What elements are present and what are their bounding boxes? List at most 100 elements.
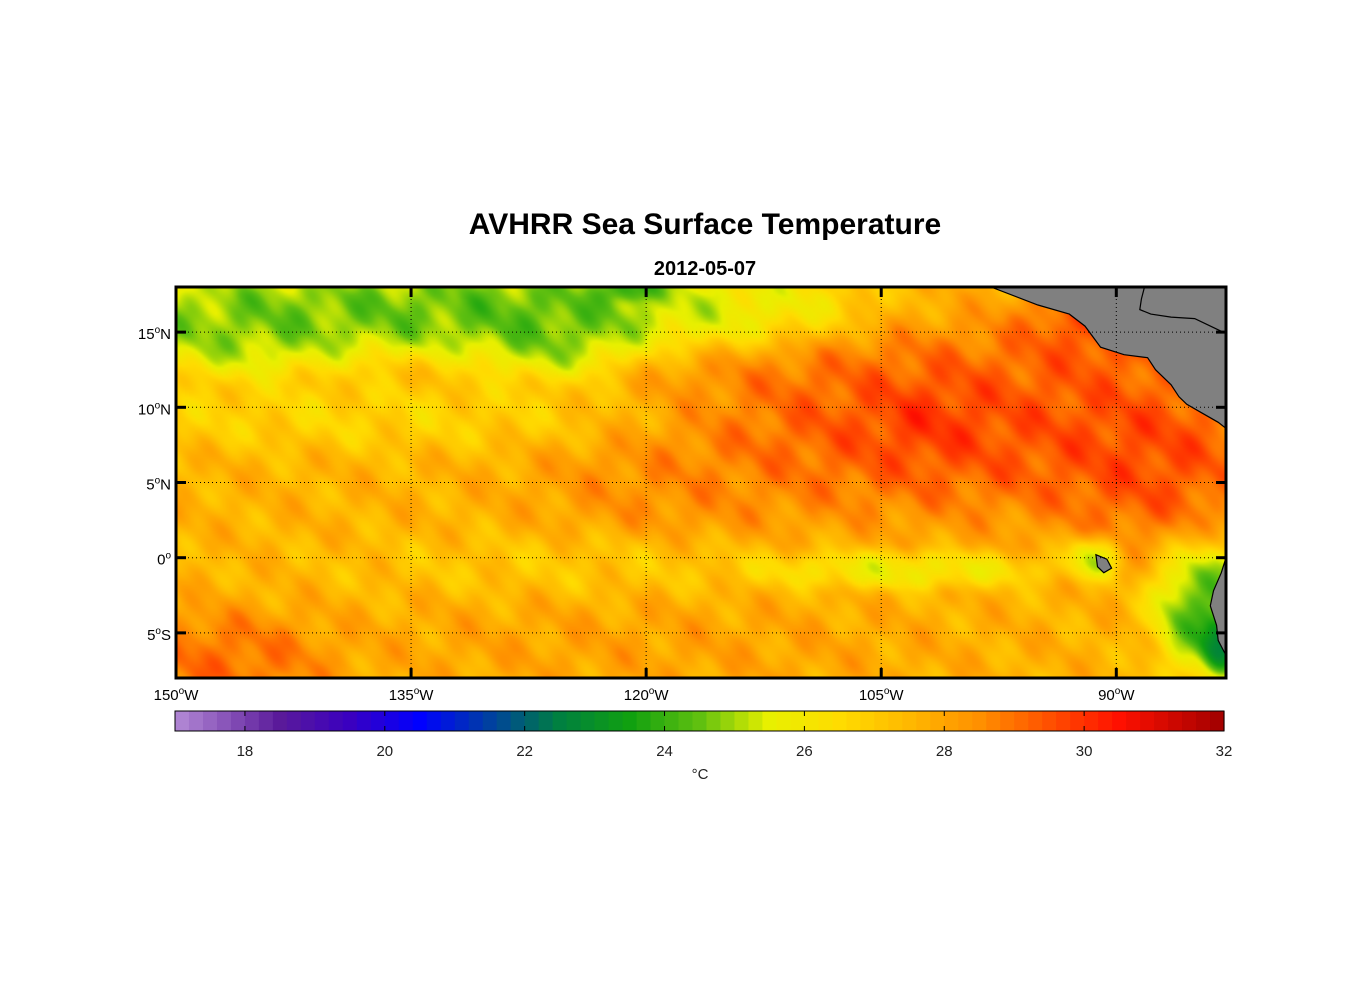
- colorbar-cell: [734, 711, 750, 731]
- colorbar-cell: [1042, 711, 1057, 731]
- degree-mark: o: [155, 325, 161, 336]
- colorbar-cell: [916, 711, 931, 731]
- lat-tick-label-hemisphere: N: [160, 326, 171, 343]
- lon-tick-label-hemisphere: W: [1120, 687, 1135, 704]
- land-mexico-central-america: [990, 287, 1226, 430]
- colorbar-cell: [1182, 711, 1197, 731]
- colorbar-cell: [454, 711, 470, 731]
- colorbar-cell: [244, 711, 260, 731]
- longitude-axis: 150oW 135oW 120oW 105oW 90oW: [154, 287, 1135, 704]
- lat-tick-label: 5oN: [146, 476, 171, 494]
- colorbar-cell: [328, 711, 344, 731]
- lon-tick-label-hemisphere: W: [889, 687, 904, 704]
- colorbar-tick-label: 24: [656, 743, 673, 760]
- map-area: 150oW 135oW 120oW 105oW 90oW 15oN10oN5oN0o5o…: [138, 285, 1228, 704]
- colorbar-cell: [1098, 711, 1113, 731]
- colorbar-frame: [174, 710, 1225, 732]
- colorbar-cell: [986, 711, 1001, 731]
- colorbar-cell: [496, 711, 512, 731]
- lat-tick-label: 0o: [157, 551, 171, 569]
- lon-tick-label-hemisphere: W: [654, 687, 669, 704]
- land-galapagos: [1095, 553, 1113, 574]
- lon-tick-label-value: 105: [859, 687, 884, 704]
- colorbar-cell: [692, 711, 708, 731]
- colorbar-cell: [538, 711, 554, 731]
- degree-mark: o: [649, 686, 655, 697]
- colorbar-cell: [202, 711, 218, 731]
- colorbar-tick-label: 28: [936, 743, 953, 760]
- land-masses: [990, 287, 1226, 656]
- colorbar-cell: [300, 711, 316, 731]
- colorbar-tick-label: 32: [1216, 743, 1233, 760]
- lon-tick-label-hemisphere: W: [419, 687, 434, 704]
- colorbar-cell: [1196, 711, 1211, 731]
- colorbar-cell: [342, 711, 358, 731]
- colorbar-cell: [258, 711, 274, 731]
- lon-tick-label: 135oW: [389, 686, 435, 704]
- colorbar-cell: [510, 711, 526, 731]
- colorbar-cell: [832, 711, 847, 731]
- colorbar-cell: [958, 711, 973, 731]
- colorbar-cell: [384, 711, 400, 731]
- colorbar-cell: [888, 711, 903, 731]
- lat-tick-label: 5oS: [147, 626, 171, 644]
- colorbar-tick-label: 26: [796, 743, 813, 760]
- colorbar-cell: [636, 711, 652, 731]
- colorbar-cell: [440, 711, 456, 731]
- lon-tick-label-value: 150: [154, 687, 179, 704]
- colorbar-cell: [580, 711, 596, 731]
- colorbar-cell: [1140, 711, 1155, 731]
- colorbar-cell: [398, 711, 414, 731]
- colorbar-cell: [748, 711, 764, 731]
- colorbar-cell: [426, 711, 442, 731]
- colorbar-cell: [286, 711, 302, 731]
- colorbar-cell: [566, 711, 582, 731]
- lat-tick-label-value: 5: [147, 627, 155, 644]
- colorbar-cell: [804, 711, 819, 731]
- colorbar-tick-label: 30: [1076, 743, 1093, 760]
- colorbar-cell: [272, 711, 288, 731]
- degree-mark: o: [165, 551, 171, 562]
- colorbar-cell: [1154, 711, 1169, 731]
- colorbar-cell: [874, 711, 889, 731]
- chart-subtitle: 2012-05-07: [654, 258, 756, 280]
- colorbar-cell: [972, 711, 987, 731]
- degree-mark: o: [179, 686, 185, 697]
- colorbar-cell: [1028, 711, 1043, 731]
- colorbar-cell: [468, 711, 484, 731]
- colorbar-cell: [930, 711, 945, 731]
- colorbar-tick-label: 20: [376, 743, 393, 760]
- colorbar-cell: [720, 711, 736, 731]
- lat-tick-label-hemisphere: N: [160, 401, 171, 418]
- colorbar-cell: [1000, 711, 1015, 731]
- graticule: [176, 287, 1226, 678]
- degree-mark: o: [1115, 686, 1121, 697]
- colorbar-cell: [678, 711, 694, 731]
- lat-tick-label-value: 15: [138, 326, 155, 343]
- colorbar-cell: [594, 711, 610, 731]
- colorbar-cell: [776, 711, 792, 731]
- colorbar-cell: [370, 711, 386, 731]
- lon-tick-label: 120oW: [624, 686, 670, 704]
- colorbar-cell: [664, 711, 680, 731]
- colorbar-cell: [524, 711, 540, 731]
- colorbar-cell: [1112, 711, 1127, 731]
- colorbar-cell: [1056, 711, 1071, 731]
- lon-tick-label-value: 135: [389, 687, 414, 704]
- lon-tick-label: 90oW: [1098, 686, 1135, 704]
- colorbar-cell: [1126, 711, 1141, 731]
- colorbar-cell: [608, 711, 624, 731]
- colorbar-cell: [412, 711, 428, 731]
- land-yucatan-gulf-coast: [1139, 287, 1226, 333]
- colorbar-cell: [622, 711, 638, 731]
- colorbar-cell: [356, 711, 372, 731]
- colorbar-cell: [188, 711, 204, 731]
- colorbar-cell: [944, 711, 959, 731]
- colorbar-tick-label: 18: [237, 743, 254, 760]
- colorbar-cell: [902, 711, 917, 731]
- colorbar-cell: [552, 711, 568, 731]
- colorbar-cell: [314, 711, 330, 731]
- degree-mark: o: [884, 686, 890, 697]
